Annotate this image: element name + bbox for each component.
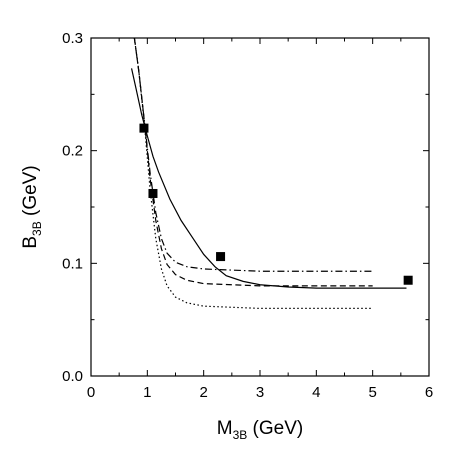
y-tick-label: 0.0 (62, 368, 83, 385)
data-point-square (216, 252, 226, 262)
plot-frame (90, 37, 430, 377)
data-point-square (148, 188, 158, 198)
series-line-dash-dot (133, 38, 373, 272)
tick-labels: 0 1 2 3 4 5 6 0.0 0.1 0.2 0.3 (62, 30, 433, 401)
x-tick-label: 0 (87, 384, 95, 401)
x-axis-label: M3B (GeV) (217, 418, 303, 442)
x-tick-label: 6 (425, 384, 433, 401)
x-tick-label: 2 (199, 384, 207, 401)
y-axis-label: B3B (GeV) (20, 165, 44, 248)
axis-ticks (90, 37, 430, 377)
x-tick-label: 5 (368, 384, 376, 401)
data-point-square (403, 275, 413, 285)
series-line-solid (130, 68, 407, 289)
x-tick-label: 1 (143, 384, 151, 401)
series-line-dashed (133, 38, 373, 287)
x-tick-label: 3 (256, 384, 264, 401)
data-point-square (139, 123, 149, 133)
y-tick-label: 0.1 (62, 255, 83, 272)
x-tick-label: 4 (312, 384, 320, 401)
y-tick-label: 0.3 (62, 30, 83, 47)
data-markers (139, 123, 413, 285)
y-tick-label: 0.2 (62, 143, 83, 160)
curves (130, 38, 407, 309)
